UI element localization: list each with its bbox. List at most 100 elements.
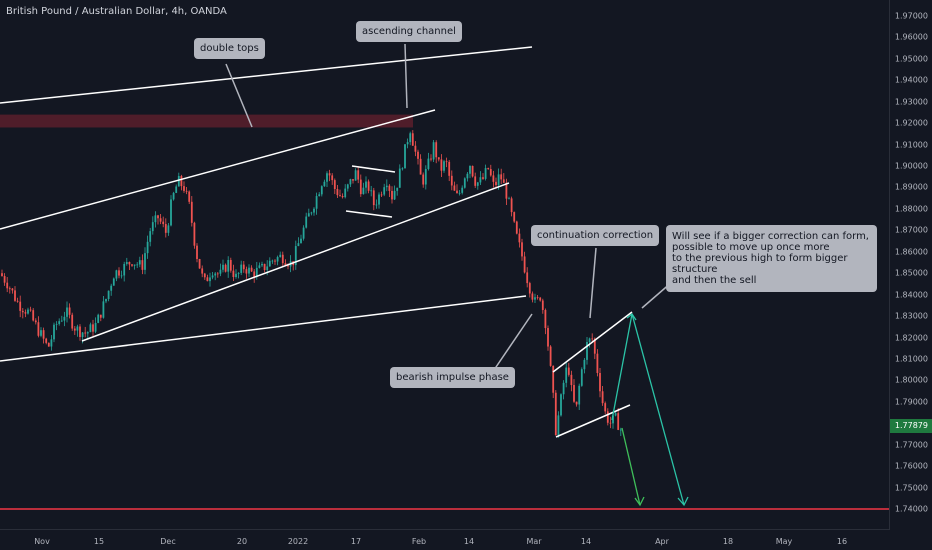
candle-body xyxy=(8,288,11,290)
candle-body xyxy=(198,259,201,269)
ascending-channel-upper xyxy=(0,109,436,230)
callout-ascending-channel: ascending channel xyxy=(356,21,462,42)
candle-body xyxy=(110,285,113,291)
candle-body xyxy=(219,269,222,274)
candle-body xyxy=(29,309,32,311)
candle-body xyxy=(344,188,347,198)
candle-body xyxy=(378,194,380,205)
candle-body xyxy=(489,169,492,176)
price-tick-label: 1.91000 xyxy=(894,140,928,150)
candle-body xyxy=(333,180,336,190)
pointer-continuation xyxy=(589,247,597,319)
callout-continuation-correction: continuation correction xyxy=(531,225,660,246)
candle-body xyxy=(505,182,508,199)
candle-body xyxy=(227,259,230,272)
price-tick-label: 1.79000 xyxy=(894,397,928,407)
candle-body xyxy=(167,225,170,233)
symbol-title: British Pound / Australian Dollar, 4h, O… xyxy=(6,6,227,17)
candle-body xyxy=(47,342,50,347)
pointer-bearish-impulse xyxy=(493,313,533,371)
time-tick-label: 18 xyxy=(722,537,734,546)
time-axis[interactable]: Nov 15 Dec 20 2022 17 Feb 14 Mar 14 Apr 18 May 16 xyxy=(0,529,890,550)
candle-body xyxy=(448,161,451,176)
candle-body xyxy=(508,198,510,200)
candle-body xyxy=(391,190,393,200)
candle-body xyxy=(146,241,149,254)
callout-double-tops: double tops xyxy=(194,38,265,59)
candle-body xyxy=(294,246,297,266)
consolidation-flag-top xyxy=(351,165,396,173)
candle-body xyxy=(45,338,48,343)
candle-body xyxy=(237,272,240,274)
candle-body xyxy=(53,324,55,340)
candle-body xyxy=(513,212,516,222)
candle-body xyxy=(492,175,495,182)
candle-body xyxy=(609,422,612,424)
candle-body xyxy=(240,264,243,273)
candle-body xyxy=(190,201,193,223)
candle-body xyxy=(367,181,370,191)
direct-sell-arrow xyxy=(621,427,641,506)
candle-body xyxy=(328,173,331,176)
candle-body xyxy=(487,168,490,170)
projection-up-arrow xyxy=(611,313,633,421)
candle-body xyxy=(549,346,552,366)
candle-body xyxy=(411,133,414,146)
candle-body xyxy=(362,187,365,195)
price-axis[interactable]: 1.740001.750001.760001.770001.780001.790… xyxy=(889,0,932,530)
candle-body xyxy=(419,158,422,175)
candle-body xyxy=(271,260,274,262)
candle-body xyxy=(250,267,253,272)
candle-body xyxy=(518,233,521,243)
candle-body xyxy=(526,272,529,284)
candle-body xyxy=(417,151,419,159)
candle-body xyxy=(320,186,323,195)
candle-body xyxy=(196,245,198,260)
candle-body xyxy=(24,312,27,314)
candle-body xyxy=(443,161,445,171)
time-tick-label: 14 xyxy=(580,537,592,546)
candle-body xyxy=(432,142,435,160)
candle-body xyxy=(211,275,214,278)
candle-body xyxy=(323,181,326,187)
candle-body xyxy=(222,264,224,270)
candle-body xyxy=(521,242,523,257)
price-tick-label: 1.75000 xyxy=(894,483,928,493)
candle-body xyxy=(612,415,614,424)
candle-body xyxy=(255,267,258,277)
candle-body xyxy=(458,192,461,194)
price-tick-label: 1.93000 xyxy=(894,97,928,107)
candle-body xyxy=(583,359,586,370)
candle-body xyxy=(463,178,466,188)
candle-body xyxy=(409,133,412,143)
candle-body xyxy=(456,190,458,194)
candle-body xyxy=(346,184,349,189)
candle-body xyxy=(586,341,588,360)
candle-body xyxy=(357,170,360,180)
time-tick-label: May xyxy=(775,537,793,546)
top-channel-line xyxy=(0,46,533,104)
price-tick-label: 1.77000 xyxy=(894,440,928,450)
candle-body xyxy=(398,168,401,188)
price-tick-label: 1.85000 xyxy=(894,268,928,278)
candle-body xyxy=(523,256,526,273)
candle-body xyxy=(502,179,505,183)
candle-body xyxy=(401,168,404,170)
candle-body xyxy=(482,177,484,179)
candle-body xyxy=(11,288,14,291)
candle-body xyxy=(276,257,279,262)
price-tick-label: 1.86000 xyxy=(894,247,928,257)
candle-body xyxy=(68,307,71,315)
candle-body xyxy=(203,273,206,278)
candle-body xyxy=(380,194,383,196)
candle-body xyxy=(445,161,448,163)
candle-body xyxy=(552,365,555,393)
candle-body xyxy=(159,218,162,222)
candle-body xyxy=(131,264,133,266)
candle-body xyxy=(248,267,250,274)
candle-body xyxy=(375,204,378,206)
candle-body xyxy=(162,221,165,225)
candle-body xyxy=(16,300,19,302)
